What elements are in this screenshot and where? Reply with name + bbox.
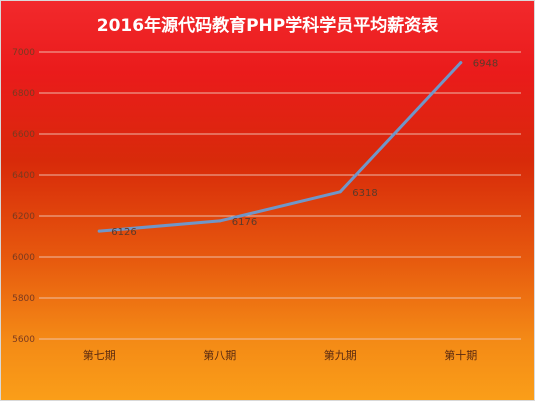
data-label: 6948 xyxy=(473,59,498,70)
y-tick-label: 6600 xyxy=(12,130,35,140)
x-category-label: 第十期 xyxy=(444,348,477,362)
series-line xyxy=(97,61,463,233)
y-tick-label: 7000 xyxy=(12,48,35,58)
y-tick-label: 6400 xyxy=(12,171,35,181)
y-tick-label: 6000 xyxy=(12,253,35,263)
data-label: 6126 xyxy=(111,227,136,238)
y-tick-label: 6200 xyxy=(12,212,35,222)
data-label: 6318 xyxy=(352,188,377,199)
data-label: 6176 xyxy=(232,217,257,228)
y-tick-label: 5800 xyxy=(12,294,35,304)
y-tick-label: 5600 xyxy=(12,335,35,345)
x-category-label: 第八期 xyxy=(203,348,236,362)
x-category-label: 第九期 xyxy=(324,348,357,362)
data-point xyxy=(338,190,342,194)
y-tick-label: 6800 xyxy=(12,89,35,99)
data-point xyxy=(459,61,463,65)
data-point xyxy=(97,229,101,233)
data-point xyxy=(218,219,222,223)
x-category-label: 第七期 xyxy=(83,348,116,362)
chart-title: 2016年源代码教育PHP学科学员平均薪资表 xyxy=(96,16,439,36)
